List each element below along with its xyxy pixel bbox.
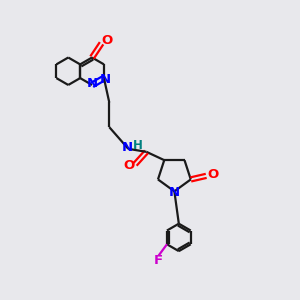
Text: N: N [169, 186, 180, 199]
Text: F: F [154, 254, 163, 267]
Text: O: O [101, 34, 112, 47]
Text: N: N [99, 74, 110, 86]
Text: H: H [133, 139, 143, 152]
Text: O: O [123, 159, 134, 172]
Text: N: N [122, 141, 133, 154]
Text: O: O [207, 168, 218, 181]
Text: N: N [86, 77, 98, 90]
